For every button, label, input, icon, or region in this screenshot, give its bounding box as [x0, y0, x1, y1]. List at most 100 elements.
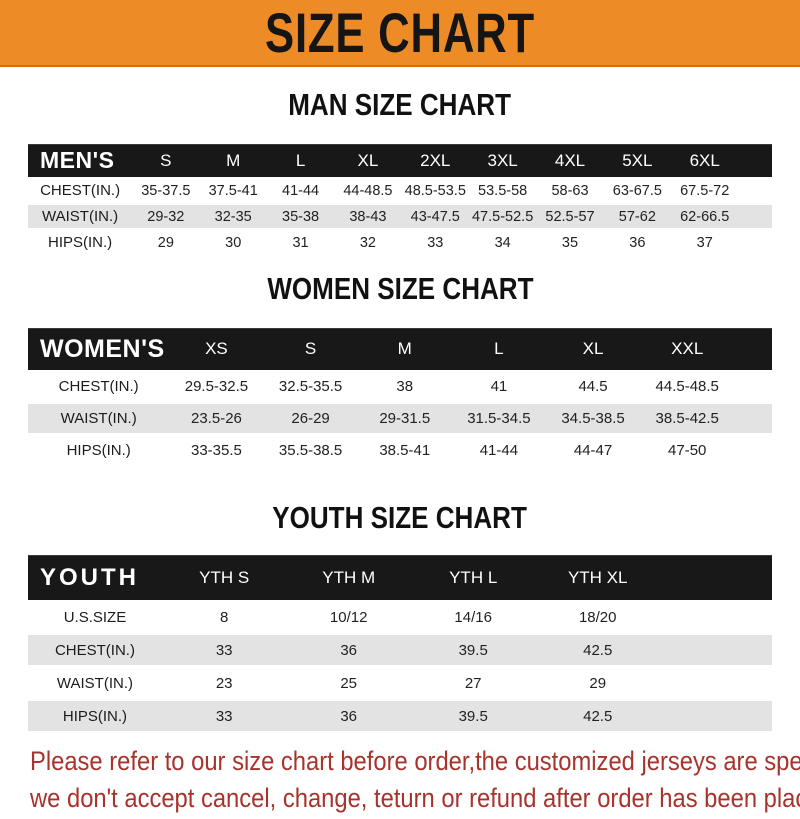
banner: SIZE CHART: [0, 0, 800, 67]
size-value-cell: 35-38: [282, 208, 320, 225]
size-value-cell: 48.5-53.5: [404, 182, 466, 199]
size-value-cell: 23.5-26: [191, 410, 242, 427]
column-header: XL: [357, 150, 379, 170]
size-value-cell: 37: [696, 234, 713, 251]
column-header: XXL: [671, 339, 704, 358]
size-value-cell: 57-62: [618, 208, 656, 225]
column-header: 3XL: [487, 150, 518, 170]
size-value-cell: 39.5: [458, 707, 488, 725]
column-header: L: [494, 339, 504, 358]
column-header: YTH XL: [567, 567, 628, 587]
size-value-cell: 18/20: [578, 608, 617, 626]
column-header: S: [304, 339, 317, 358]
table-row: WAIST(IN.) 23.5-26 26-29 29-31.5 31.5-34.5 34…: [28, 404, 772, 433]
table-row: HIPS(IN.) 33-35.5 35.5-38.5 38.5-41 41-44 44-…: [28, 436, 772, 465]
table-title: WOMEN'S: [40, 334, 165, 363]
size-value-cell: 25: [340, 674, 358, 692]
table-title: MEN'S: [40, 147, 115, 173]
column-header: 6XL: [689, 150, 720, 170]
column-header: XS: [205, 339, 228, 358]
column-header: YTH M: [322, 567, 376, 587]
size-value-cell: 35: [561, 234, 579, 251]
size-value-cell: 62-66.5: [680, 208, 730, 225]
size-value-cell: 36: [340, 707, 358, 725]
table-row: CHEST(IN.) 29.5-32.5 32.5-35.5 38 41 44.5 44.5…: [28, 372, 772, 401]
size-value-cell: 44-47: [573, 442, 613, 459]
size-value-cell: 34.5-38.5: [561, 410, 625, 427]
footer-note: Please refer to our size chart before or…: [0, 745, 800, 819]
size-value-cell: 47.5-52.5: [471, 208, 534, 225]
size-value-cell: 38.5-41: [379, 442, 431, 459]
size-value-cell: 36: [340, 641, 358, 659]
section-womens: WOMEN SIZE CHART WOMEN'S XS S M L XL XXL CHEST(I…: [0, 272, 800, 465]
size-value-cell: 29.5-32.5: [184, 378, 249, 395]
size-value-cell: 36: [629, 234, 646, 251]
row-label: HIPS(IN.): [66, 442, 131, 459]
section-youth: YOUTH SIZE CHART YOUTH YTH S YTH M YTH L YTH …: [0, 501, 800, 731]
section-heading-text: WOMEN SIZE CHART: [266, 271, 534, 306]
size-value-cell: 14/16: [454, 608, 492, 626]
row-label: WAIST(IN.): [60, 410, 137, 427]
row-label: WAIST(IN.): [42, 208, 119, 225]
size-value-cell: 44-48.5: [343, 182, 393, 199]
size-value-cell: 42.5: [583, 641, 613, 659]
size-value-cell: 39.5: [458, 641, 488, 659]
size-value-cell: 41: [490, 378, 508, 395]
size-value-cell: 23: [215, 674, 233, 692]
size-value-cell: 58-63: [551, 182, 589, 199]
column-header: XL: [582, 339, 604, 358]
section-heading: MAN SIZE CHART: [0, 88, 800, 128]
section-heading-text: MAN SIZE CHART: [288, 87, 512, 122]
table-row: HIPS(IN.) 29 30 31 32 33 34 35 36 37: [28, 231, 772, 254]
table-row: U.S.SIZE 8 10/12 14/16 18/20: [28, 602, 772, 632]
table-title: YOUTH: [40, 563, 139, 591]
size-value-cell: 31.5-34.5: [467, 410, 531, 427]
size-value-cell: 33: [427, 234, 444, 251]
footer-line-2: we don't accept cancel, change, teturn o…: [30, 783, 800, 813]
size-value-cell: 38-43: [349, 208, 387, 225]
column-header: 2XL: [420, 150, 451, 170]
row-label: HIPS(IN.): [62, 707, 128, 725]
size-value-cell: 37.5-41: [208, 182, 258, 199]
column-header: L: [295, 150, 306, 170]
size-value-cell: 44.5-48.5: [655, 378, 719, 395]
table-header-row: YOUTH YTH S YTH M YTH L YTH XL: [28, 555, 772, 600]
size-value-cell: 44.5: [578, 378, 608, 395]
size-value-cell: 32.5-35.5: [278, 378, 343, 395]
section-heading-text: YOUTH SIZE CHART: [272, 500, 528, 535]
row-label: CHEST(IN.): [58, 378, 139, 395]
row-label: WAIST(IN.): [56, 674, 133, 692]
size-value-cell: 27: [464, 674, 482, 692]
sections: MAN SIZE CHART MEN'S S M L XL 2XL 3XL 4XL 5XL 6XL C…: [0, 88, 800, 731]
row-label: CHEST(IN.): [54, 641, 135, 659]
size-value-cell: 31: [292, 234, 309, 251]
size-value-cell: 8: [219, 608, 229, 626]
size-value-cell: 38: [396, 378, 414, 395]
size-table-mens: MEN'S S M L XL 2XL 3XL 4XL 5XL 6XL CHEST(IN.) 35-37…: [28, 144, 772, 254]
size-value-cell: 29: [157, 234, 174, 251]
column-header: M: [226, 150, 241, 170]
size-table-womens: WOMEN'S XS S M L XL XXL CHEST(IN.) 29.5-32.5 32.5…: [28, 328, 772, 465]
banner-title: SIZE CHART: [265, 0, 535, 64]
size-value-cell: 32-35: [214, 208, 252, 225]
size-value-cell: 47-50: [668, 442, 707, 459]
size-value-cell: 41-44: [282, 182, 320, 199]
size-value-cell: 34: [494, 234, 511, 251]
size-table-youth: YOUTH YTH S YTH M YTH L YTH XL U.S.SIZE 8 10/12…: [28, 555, 772, 731]
size-value-cell: 35.5-38.5: [278, 442, 343, 459]
size-value-cell: 63-67.5: [612, 182, 662, 199]
table-row: WAIST(IN.) 23 25 27 29: [28, 668, 772, 698]
column-header: S: [160, 150, 172, 170]
size-value-cell: 53.5-58: [478, 182, 528, 199]
row-label: U.S.SIZE: [63, 608, 127, 626]
size-value-cell: 26-29: [291, 410, 330, 427]
row-label: HIPS(IN.): [47, 234, 113, 251]
section-heading: YOUTH SIZE CHART: [0, 501, 800, 541]
footer-line-1: Please refer to our size chart before or…: [30, 746, 800, 776]
size-value-cell: 32: [359, 234, 376, 251]
size-value-cell: 41-44: [479, 442, 519, 459]
size-value-cell: 42.5: [583, 707, 613, 725]
table-row: WAIST(IN.) 29-32 32-35 35-38 38-43 43-47.5 47.…: [28, 205, 772, 228]
column-header: YTH S: [199, 567, 250, 587]
